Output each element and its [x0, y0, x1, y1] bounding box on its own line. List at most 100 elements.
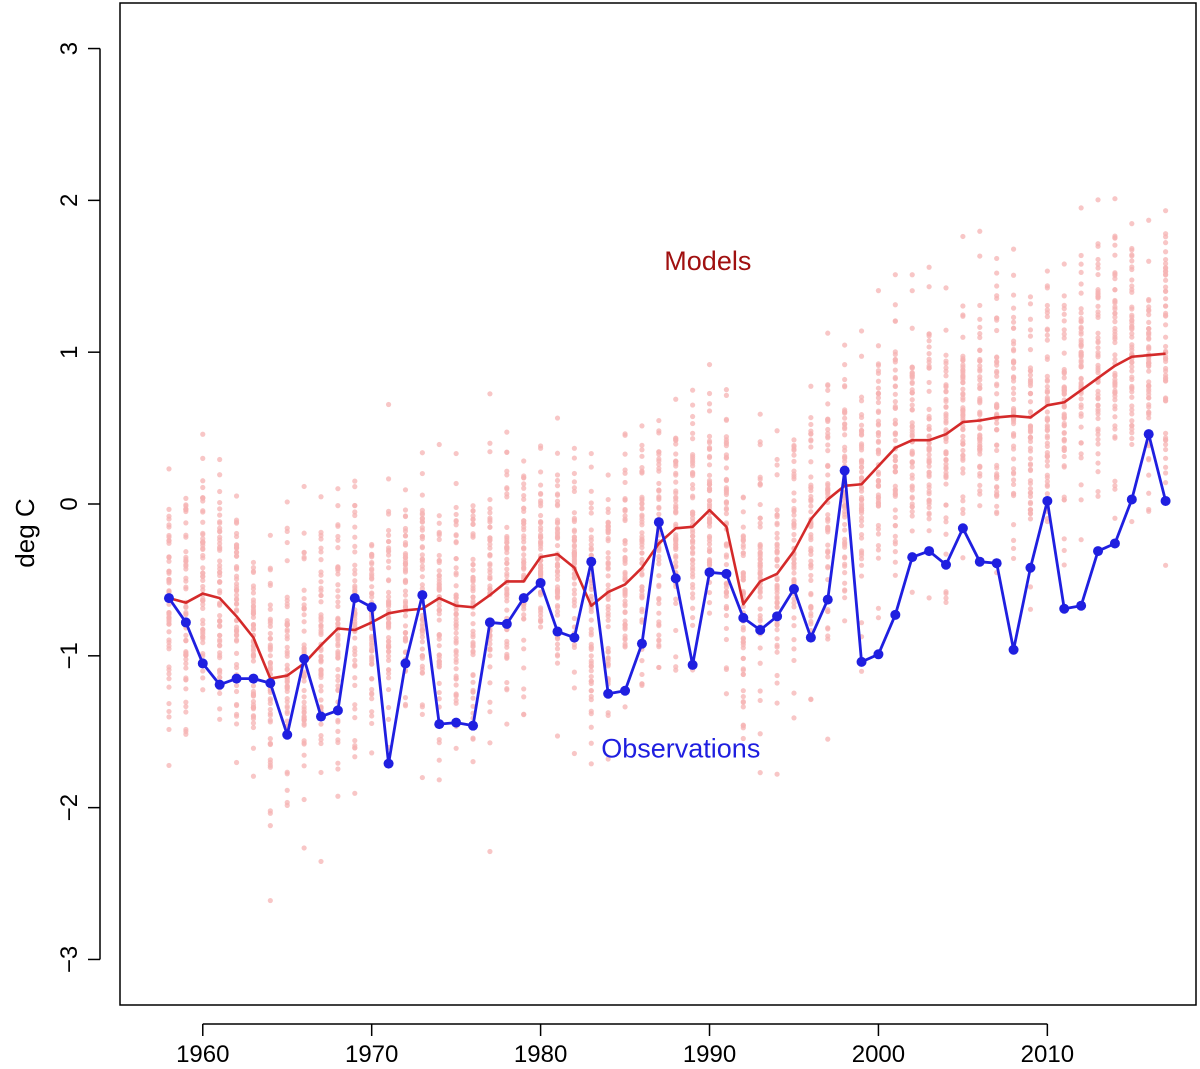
model-ensemble-point [1027, 445, 1034, 451]
model-ensemble-point [217, 617, 223, 624]
model-ensemble-point [402, 623, 409, 629]
model-ensemble-point [301, 483, 307, 490]
model-ensemble-point [825, 485, 831, 491]
model-ensemble-point [875, 391, 882, 397]
model-ensemble-point [1010, 314, 1017, 320]
model-ensemble-point [825, 542, 831, 548]
model-ensemble-point [470, 672, 476, 678]
model-ensemble-point [1095, 415, 1101, 422]
model-ensemble-point [1061, 327, 1067, 333]
model-ensemble-point [1146, 298, 1152, 304]
model-ensemble-point [453, 630, 459, 636]
model-ensemble-point [825, 401, 831, 407]
model-ensemble-point [690, 567, 696, 573]
model-ensemble-point [318, 653, 324, 659]
model-ensemble-point [808, 459, 814, 465]
observation-point [755, 625, 766, 636]
model-ensemble-point [183, 495, 189, 501]
model-ensemble-point [960, 555, 966, 561]
model-ensemble-point [977, 412, 983, 418]
model-ensemble-point [791, 490, 797, 496]
model-ensemble-point [723, 636, 730, 643]
model-ensemble-point [875, 494, 882, 500]
model-ensemble-point [588, 542, 594, 548]
model-ensemble-point [842, 409, 848, 415]
model-ensemble-point [622, 636, 628, 643]
model-ensemble-point [1162, 249, 1169, 255]
observation-point [1042, 495, 1053, 506]
model-ensemble-point [1078, 310, 1084, 316]
model-ensemble-point [808, 414, 814, 421]
model-ensemble-point [892, 463, 898, 469]
model-ensemble-point [588, 645, 594, 651]
model-ensemble-point [740, 537, 746, 543]
model-ensemble-point [1061, 463, 1067, 469]
model-ensemble-point [825, 525, 831, 531]
model-ensemble-point [183, 703, 189, 710]
observation-point [332, 705, 343, 716]
model-ensemble-point [1095, 388, 1101, 394]
model-ensemble-point [470, 567, 476, 573]
model-ensemble-point [639, 658, 645, 664]
model-ensemble-point [960, 498, 966, 504]
model-ensemble-point [369, 720, 375, 727]
model-ensemble-point [318, 688, 324, 694]
model-ensemble-point [1027, 316, 1034, 322]
model-ensemble-point [284, 684, 290, 691]
model-ensemble-point [808, 534, 814, 540]
model-ensemble-point [521, 665, 527, 671]
model-ensemble-point [335, 533, 341, 540]
model-ensemble-point [1010, 477, 1017, 483]
model-ensemble-point [825, 330, 831, 336]
model-ensemble-point [402, 555, 409, 561]
model-ensemble-point [622, 557, 628, 563]
model-ensemble-point [926, 388, 932, 394]
model-ensemble-point [385, 657, 392, 663]
model-ensemble-point [1129, 411, 1135, 417]
model-ensemble-point [521, 533, 527, 539]
model-ensemble-point [1010, 246, 1017, 252]
model-ensemble-point [453, 450, 459, 457]
model-ensemble-point [436, 558, 442, 564]
model-ensemble-point [842, 539, 848, 545]
model-ensemble-point [1095, 197, 1101, 203]
model-ensemble-point [943, 365, 949, 371]
model-ensemble-point [639, 556, 645, 562]
model-ensemble-point [1027, 327, 1034, 333]
observations-label: Observations [601, 734, 760, 764]
model-ensemble-point [1010, 390, 1017, 397]
model-ensemble-point [284, 620, 290, 626]
model-ensemble-point [419, 621, 425, 627]
model-ensemble-point [791, 531, 797, 538]
model-ensemble-point [926, 484, 932, 491]
model-ensemble-point [977, 228, 983, 234]
model-ensemble-point [217, 506, 223, 512]
model-ensemble-point [335, 616, 341, 623]
model-ensemble-point [250, 658, 257, 664]
model-ensemble-point [453, 570, 459, 576]
model-ensemble-point [842, 426, 848, 432]
model-ensemble-point [909, 464, 915, 470]
model-ensemble-point [183, 549, 189, 555]
model-ensemble-point [335, 677, 341, 684]
model-ensemble-point [1010, 466, 1017, 472]
model-ensemble-point [402, 513, 409, 519]
model-ensemble-point [656, 488, 662, 494]
model-ensemble-point [673, 534, 679, 540]
model-ensemble-point [335, 621, 341, 627]
model-ensemble-point [352, 567, 358, 573]
model-ensemble-point [926, 351, 932, 357]
model-ensemble-point [352, 657, 358, 663]
model-ensemble-point [1027, 409, 1034, 415]
model-ensemble-point [200, 565, 206, 571]
model-ensemble-point [521, 545, 527, 551]
model-ensemble-point [639, 550, 645, 556]
model-ensemble-point [1010, 346, 1017, 353]
model-ensemble-point [318, 614, 324, 620]
model-ensemble-point [926, 511, 932, 518]
model-ensemble-point [943, 502, 949, 508]
model-ensemble-point [487, 709, 493, 715]
model-ensemble-point [892, 391, 898, 397]
model-ensemble-point [385, 649, 392, 655]
x-tick-label: 1980 [514, 1041, 567, 1068]
